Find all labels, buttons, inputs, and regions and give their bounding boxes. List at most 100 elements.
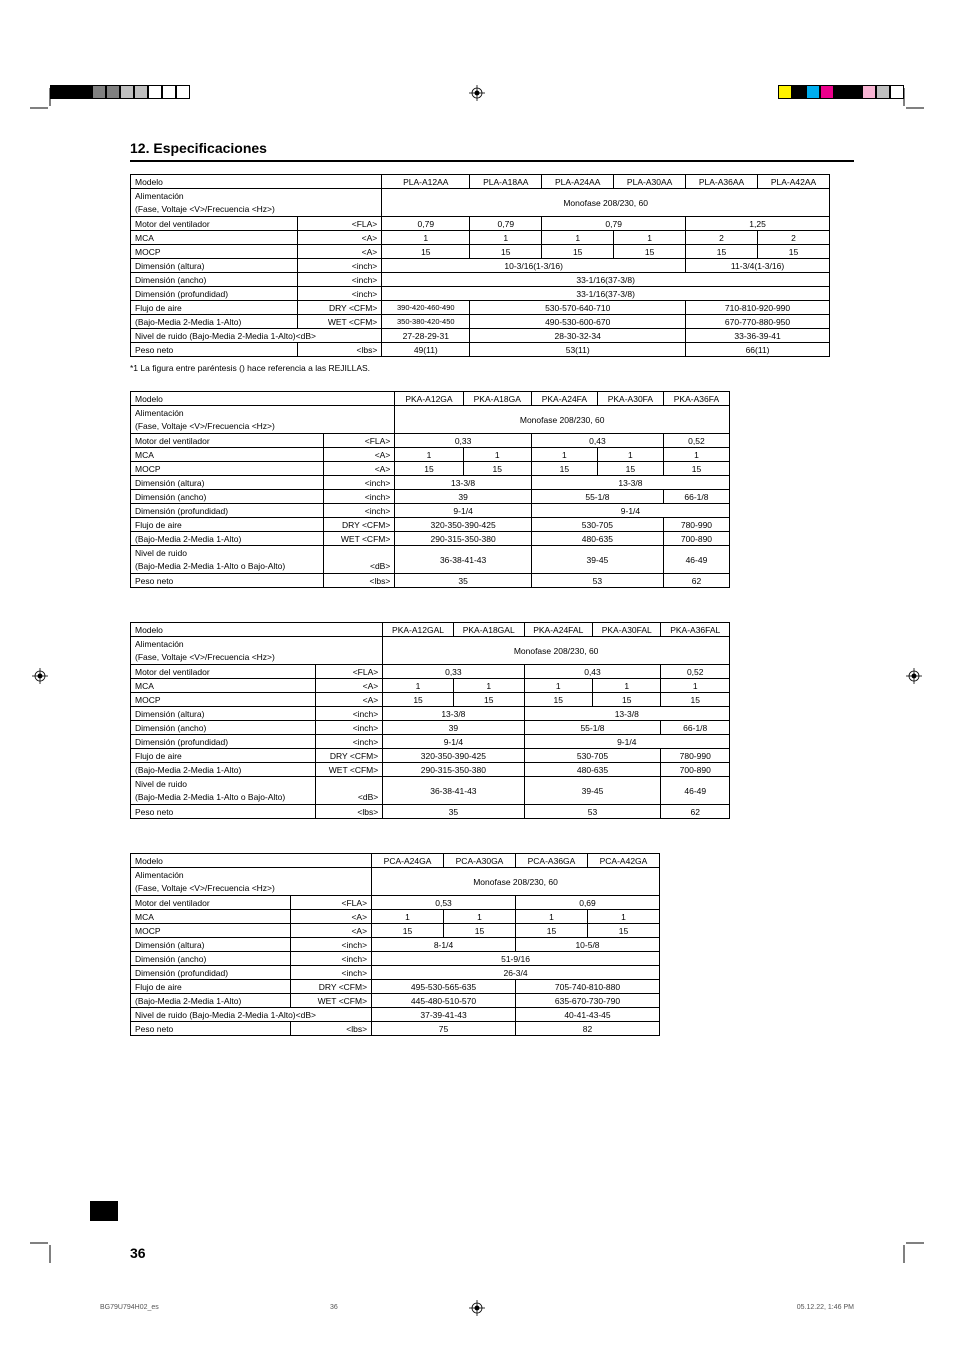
row-label: (Bajo-Media 2-Media 1-Alto) bbox=[131, 763, 316, 777]
row-label: Peso neto bbox=[131, 343, 298, 357]
row-label: Nivel de ruido bbox=[131, 777, 316, 791]
unit: <A> bbox=[324, 462, 395, 476]
crop-mark bbox=[30, 1239, 54, 1263]
unit: <A> bbox=[290, 910, 371, 924]
unit: <lbs> bbox=[297, 343, 382, 357]
row-label: Modelo bbox=[131, 854, 372, 868]
spec-table-4: Modelo PCA-A24GA PCA-A30GA PCA-A36GA PCA… bbox=[130, 853, 660, 1036]
page-number: 36 bbox=[130, 1245, 146, 1261]
color-bar-row bbox=[0, 85, 954, 115]
row-label: (Fase, Voltaje <V>/Frecuencia <Hz>) bbox=[131, 882, 372, 896]
unit: <inch> bbox=[290, 952, 371, 966]
unit: WET <CFM> bbox=[297, 315, 382, 329]
footer-filename: BG79U794H02_es bbox=[100, 1304, 159, 1311]
row-label: Dimensión (altura) bbox=[131, 707, 316, 721]
unit: <inch> bbox=[315, 707, 383, 721]
row-label: MCA bbox=[131, 910, 291, 924]
footer: BG79U794H02_es 36 05.12.22, 1:46 PM bbox=[100, 1304, 854, 1311]
unit: <FLA> bbox=[324, 434, 395, 448]
row-label: Nivel de ruido bbox=[131, 546, 324, 560]
row-label: Nivel de ruido (Bajo-Media 2-Media 1-Alt… bbox=[131, 329, 382, 343]
unit: <lbs> bbox=[324, 574, 395, 588]
row-label: Modelo bbox=[131, 392, 395, 406]
unit: <A> bbox=[315, 679, 383, 693]
unit: DRY <CFM> bbox=[297, 301, 382, 315]
spec-table-2: Modelo PKA-A12GA PKA-A18GA PKA-A24FA PKA… bbox=[130, 391, 730, 588]
row-label: Modelo bbox=[131, 175, 382, 189]
spec-table-1: Modelo PLA-A12AA PLA-A18AA PLA-A24AA PLA… bbox=[130, 174, 830, 357]
unit: <inch> bbox=[290, 938, 371, 952]
spec-table-3: Modelo PKA-A12GAL PKA-A18GAL PKA-A24FAL … bbox=[130, 622, 730, 819]
row-label: Dimensión (altura) bbox=[131, 476, 324, 490]
unit: <FLA> bbox=[290, 896, 371, 910]
registration-mark bbox=[32, 668, 48, 684]
unit: <A> bbox=[324, 448, 395, 462]
unit: <A> bbox=[297, 245, 382, 259]
row-label: Flujo de aire bbox=[131, 301, 298, 315]
unit: <lbs> bbox=[290, 1022, 371, 1036]
unit: DRY <CFM> bbox=[290, 980, 371, 994]
row-label: Motor del ventilador bbox=[131, 434, 324, 448]
row-label: (Fase, Voltaje <V>/Frecuencia <Hz>) bbox=[131, 651, 383, 665]
unit: <inch> bbox=[315, 721, 383, 735]
row-label: Alimentación bbox=[131, 406, 395, 420]
unit: <A> bbox=[315, 693, 383, 707]
unit: <dB> bbox=[324, 560, 395, 574]
unit: WET <CFM> bbox=[290, 994, 371, 1008]
row-label: Motor del ventilador bbox=[131, 665, 316, 679]
row-label: MOCP bbox=[131, 693, 316, 707]
unit: WET <CFM> bbox=[315, 763, 383, 777]
unit: <inch> bbox=[324, 490, 395, 504]
unit: <A> bbox=[297, 231, 382, 245]
row-label: (Bajo-Media 2-Media 1-Alto) bbox=[131, 532, 324, 546]
unit: <inch> bbox=[324, 504, 395, 518]
row-label: Flujo de aire bbox=[131, 749, 316, 763]
row-label: (Bajo-Media 2-Media 1-Alto) bbox=[131, 315, 298, 329]
row-label: Alimentación bbox=[131, 189, 382, 203]
row-label: (Fase, Voltaje <V>/Frecuencia <Hz>) bbox=[131, 420, 395, 434]
crop-mark bbox=[900, 1239, 924, 1263]
row-label: MCA bbox=[131, 679, 316, 693]
row-label: (Fase, Voltaje <V>/Frecuencia <Hz>) bbox=[131, 203, 382, 217]
row-label: Nivel de ruido (Bajo-Media 2-Media 1-Alt… bbox=[131, 1008, 372, 1022]
footer-timestamp: 05.12.22, 1:46 PM bbox=[797, 1304, 854, 1311]
row-label: Motor del ventilador bbox=[131, 896, 291, 910]
unit: <inch> bbox=[297, 273, 382, 287]
row-label: Dimensión (profundidad) bbox=[131, 287, 298, 301]
unit: <inch> bbox=[315, 735, 383, 749]
unit: <inch> bbox=[324, 476, 395, 490]
row-label: Dimensión (ancho) bbox=[131, 952, 291, 966]
row-label: Dimensión (ancho) bbox=[131, 273, 298, 287]
unit: DRY <CFM> bbox=[324, 518, 395, 532]
row-label: MCA bbox=[131, 448, 324, 462]
side-tab bbox=[90, 1201, 118, 1221]
row-label: MOCP bbox=[131, 462, 324, 476]
row-label: Alimentación bbox=[131, 637, 383, 651]
unit: <lbs> bbox=[315, 805, 383, 819]
unit: DRY <CFM> bbox=[315, 749, 383, 763]
row-label: Peso neto bbox=[131, 574, 324, 588]
row-label: Peso neto bbox=[131, 805, 316, 819]
unit: <dB> bbox=[315, 791, 383, 805]
registration-mark bbox=[906, 668, 922, 684]
row-label: (Bajo-Media 2-Media 1-Alto o Bajo-Alto) bbox=[131, 560, 324, 574]
row-label: Dimensión (ancho) bbox=[131, 721, 316, 735]
row-label: Modelo bbox=[131, 623, 383, 637]
row-label: Dimensión (altura) bbox=[131, 259, 298, 273]
unit: WET <CFM> bbox=[324, 532, 395, 546]
unit: <inch> bbox=[297, 287, 382, 301]
row-label: Alimentación bbox=[131, 868, 372, 882]
row-label: Dimensión (profundidad) bbox=[131, 966, 291, 980]
unit: <inch> bbox=[290, 966, 371, 980]
row-label: Dimensión (altura) bbox=[131, 938, 291, 952]
row-label: MCA bbox=[131, 231, 298, 245]
footer-page: 36 bbox=[330, 1304, 338, 1311]
row-label: MOCP bbox=[131, 245, 298, 259]
row-label: Motor del ventilador bbox=[131, 217, 298, 231]
row-label: Dimensión (ancho) bbox=[131, 490, 324, 504]
row-label: Dimensión (profundidad) bbox=[131, 504, 324, 518]
heading-rule bbox=[130, 160, 854, 162]
unit: <FLA> bbox=[315, 665, 383, 679]
unit: <inch> bbox=[297, 259, 382, 273]
row-label: (Bajo-Media 2-Media 1-Alto o Bajo-Alto) bbox=[131, 791, 316, 805]
